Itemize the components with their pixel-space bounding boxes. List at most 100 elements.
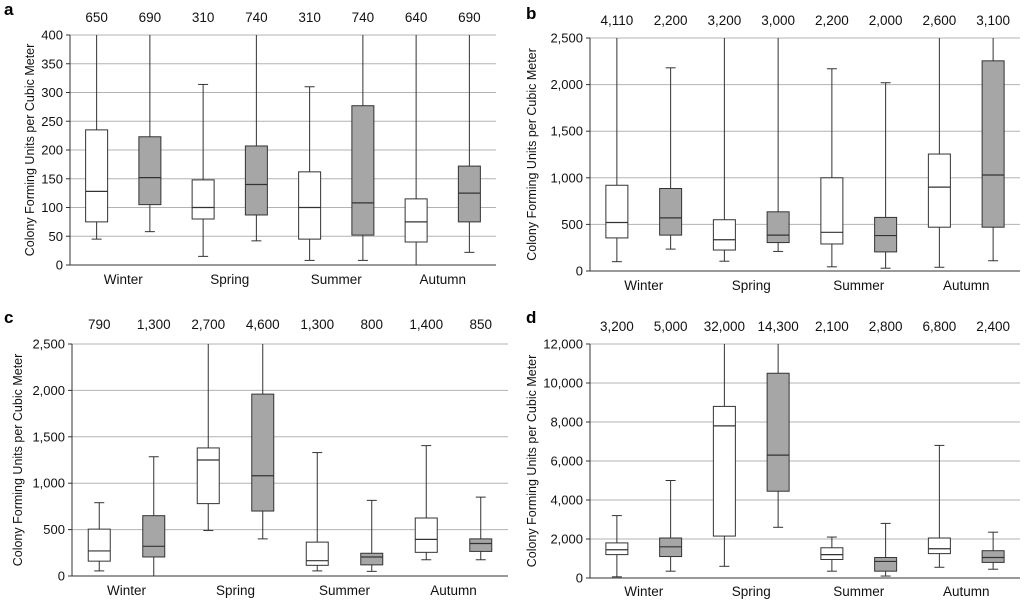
max-value-label: 2,700 [191,317,225,332]
box-spring-dark [766,211,790,244]
max-value-label: 3,200 [600,319,634,334]
box-spring-light [712,219,736,251]
box-winter-dark [138,136,162,206]
boxplot-chart-a: 0 50 100 150 200 250 300 350 400 Colony Forming U… [23,10,496,287]
max-value-label: 650 [85,10,108,25]
y-tick-label: 100 [41,200,63,215]
box-autumn-light [414,517,438,553]
box-autumn-dark [469,538,493,552]
category-label: Winter [624,278,664,293]
category-label: Summer [311,272,363,287]
max-value-label: 2,600 [922,13,956,28]
panel-label: d [526,308,537,327]
box-autumn-light [927,537,951,555]
y-tick-label: 10,000 [543,376,583,391]
y-tick-label: 2,500 [550,31,583,46]
box-summer-dark [351,105,375,236]
box-winter-dark [142,515,166,558]
box-autumn-light [404,198,428,243]
box-winter-light [85,129,109,223]
max-value-label: 690 [139,10,162,25]
max-value-label: 1,300 [300,317,334,332]
max-value-label: 5,000 [654,319,688,334]
y-tick-label: 12,000 [543,337,583,352]
y-tick-label: 2,500 [32,337,65,352]
category-label: Spring [216,583,255,598]
box-winter-dark [659,188,683,236]
max-value-label: 2,200 [815,13,849,28]
max-value-label: 310 [192,10,215,25]
y-tick-label: 0 [576,571,583,586]
category-label: Autumn [943,278,990,293]
category-label: Spring [732,278,771,293]
y-tick-label: 0 [56,258,63,273]
max-value-label: 32,000 [704,319,745,334]
max-value-label: 800 [360,317,383,332]
box-summer-dark [360,552,384,566]
panel-b: b 0 500 1,000 1,500 2,000 2,500 Colony Forming… [512,0,1024,300]
y-axis-label: Colony Forming Units per Cubic Meter [11,354,25,567]
category-label: Spring [732,584,771,599]
box-spring-light [196,447,220,505]
y-tick-label: 300 [41,85,63,100]
y-tick-label: 250 [41,114,63,129]
y-tick-label: 2,000 [550,77,583,92]
y-axis-label: Colony Forming Units per Cubic Meter [525,48,539,261]
y-tick-label: 0 [58,569,65,584]
max-value-label: 2,800 [869,319,903,334]
panel-d: d 0 2,000 4,000 6,000 8,000 10,000 12,000 Colon… [512,304,1024,604]
boxplot-chart-b: 0 500 1,000 1,500 2,000 2,500 Colony Forming U… [525,13,1020,293]
panel-a: a 0 50 100 150 200 250 300 350 400 Colony Forming… [0,0,512,300]
y-tick-label: 6,000 [550,454,583,469]
box-autumn-dark [457,165,481,223]
max-value-label: 14,300 [757,319,798,334]
max-value-label: 4,600 [246,317,280,332]
y-tick-label: 400 [41,28,63,43]
boxplot-chart-d: 0 2,000 4,000 6,000 8,000 10,000 12,000 Colony … [525,319,1020,599]
y-tick-label: 500 [43,522,65,537]
max-value-label: 1,400 [409,317,443,332]
max-value-label: 6,800 [922,319,956,334]
max-value-label: 790 [88,317,111,332]
box-summer-light [820,547,844,560]
box-summer-light [820,177,844,245]
panel-label: b [526,4,537,23]
max-value-label: 3,100 [976,13,1010,28]
box-autumn-dark [981,60,1005,228]
box-spring-dark [251,393,275,512]
max-value-label: 3,200 [707,13,741,28]
panel-label: c [4,308,14,327]
y-tick-label: 1,500 [32,429,65,444]
panel-c: c 0 500 1,000 1,500 2,000 2,500 Colony Forming… [0,304,512,604]
category-label: Summer [833,584,885,599]
y-tick-label: 0 [576,264,583,279]
y-tick-label: 2,000 [32,383,65,398]
box-summer-light [298,171,322,240]
y-tick-label: 1,000 [550,170,583,185]
y-tick-label: 50 [49,229,63,244]
box-summer-dark [874,557,898,572]
y-tick-label: 1,000 [32,476,65,491]
max-value-label: 2,400 [976,319,1010,334]
max-value-label: 740 [245,10,268,25]
max-value-label: 850 [469,317,492,332]
y-tick-label: 150 [41,171,63,186]
max-value-label: 3,000 [761,13,795,28]
category-label: Winter [107,583,147,598]
box-spring-light [191,179,215,220]
max-value-label: 2,200 [654,13,688,28]
max-value-label: 2,100 [815,319,849,334]
y-axis-label: Colony Forming Units per Cubic Meter [23,44,37,257]
box-autumn-dark [981,550,1005,563]
box-winter-light [605,184,629,239]
box-spring-dark [766,372,790,492]
category-label: Spring [210,272,249,287]
box-winter-light [605,542,629,556]
y-tick-label: 1,500 [550,124,583,139]
boxplot-chart-c: 0 500 1,000 1,500 2,000 2,500 Colony Forming U… [11,317,508,598]
max-value-label: 740 [352,10,375,25]
category-label: Summer [319,583,371,598]
max-value-label: 690 [458,10,481,25]
box-summer-dark [874,216,898,253]
max-value-label: 640 [405,10,428,25]
